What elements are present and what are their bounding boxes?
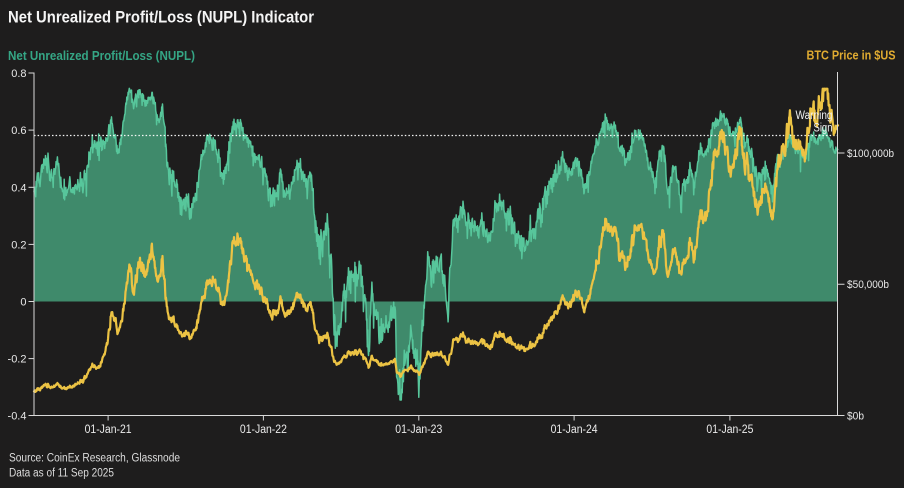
svg-text:Warning: Warning	[796, 110, 833, 122]
svg-text:Net Unrealized Profit/Loss (NU: Net Unrealized Profit/Loss (NUPL) Indica…	[8, 8, 314, 27]
svg-text:01-Jan-24: 01-Jan-24	[551, 424, 599, 436]
svg-text:$100,000b: $100,000b	[847, 148, 894, 160]
svg-text:-0.4: -0.4	[8, 411, 27, 423]
svg-text:Sign: Sign	[814, 123, 833, 135]
svg-text:Data as of 11 Sep 2025: Data as of 11 Sep 2025	[9, 468, 114, 480]
svg-text:0.2: 0.2	[11, 239, 26, 251]
svg-text:-0.2: -0.2	[8, 354, 27, 366]
svg-text:BTC Price in $US: BTC Price in $US	[807, 48, 896, 63]
svg-text:01-Jan-22: 01-Jan-22	[240, 424, 287, 436]
svg-text:0.4: 0.4	[11, 182, 26, 194]
svg-text:0.6: 0.6	[11, 125, 26, 137]
svg-text:0.8: 0.8	[11, 68, 26, 80]
svg-text:Net Unrealized Profit/Loss (NU: Net Unrealized Profit/Loss (NUPL)	[8, 48, 195, 63]
svg-text:$0b: $0b	[847, 411, 864, 423]
svg-text:0: 0	[20, 297, 26, 309]
svg-text:Source: CoinEx Research, Glass: Source: CoinEx Research, Glassnode	[9, 453, 180, 465]
svg-text:01-Jan-23: 01-Jan-23	[395, 424, 442, 436]
svg-text:$50,000b: $50,000b	[847, 279, 889, 291]
svg-text:01-Jan-21: 01-Jan-21	[85, 424, 132, 436]
svg-text:01-Jan-25: 01-Jan-25	[706, 424, 753, 436]
